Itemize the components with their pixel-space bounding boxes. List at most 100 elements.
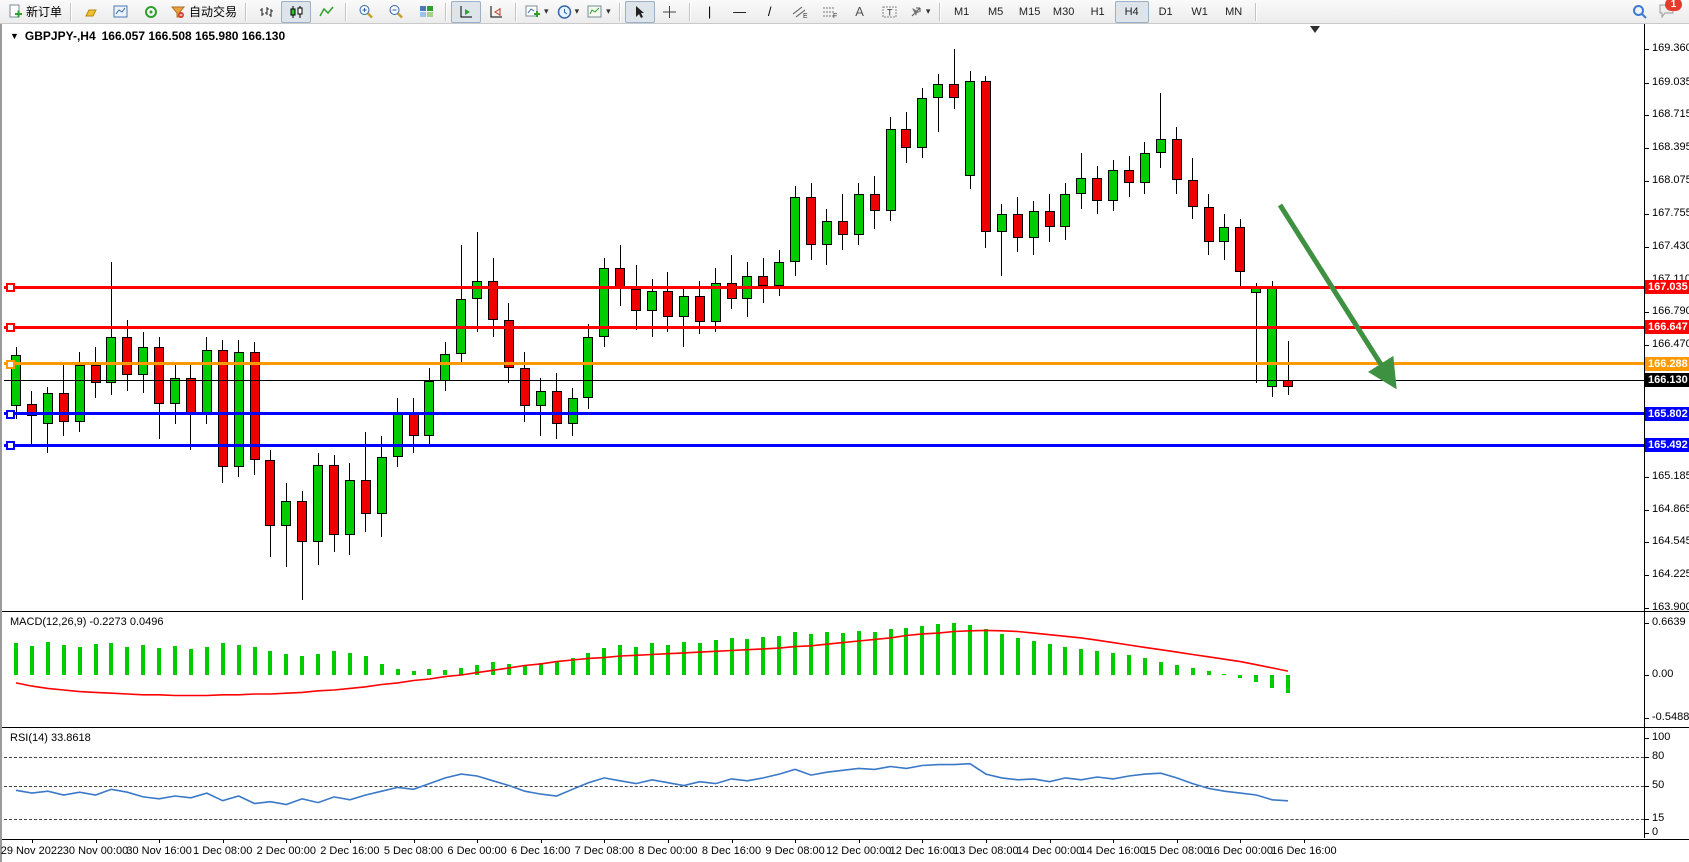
ohlc-values: 166.057 166.508 165.980 166.130: [101, 29, 286, 43]
templates-button[interactable]: ▾: [583, 1, 615, 23]
macd-pane[interactable]: MACD(12,26,9) -0.2273 0.0496: [4, 612, 1644, 726]
horizontal-level-line[interactable]: [4, 285, 1644, 289]
toolbar-divider: [938, 2, 941, 21]
candle-body: [1028, 211, 1039, 238]
price-tick-label: 169.360: [1652, 42, 1689, 55]
horizontal-level-line[interactable]: [4, 325, 1644, 329]
horizontal-level-line[interactable]: [4, 379, 1644, 381]
macd-tick-label: 0.6639: [1652, 615, 1686, 628]
price-level-tag: 167.035: [1645, 280, 1689, 295]
zoom-out-button[interactable]: [381, 1, 411, 23]
text-label-button[interactable]: T: [875, 1, 905, 23]
line-anchor-handle[interactable]: [6, 359, 15, 369]
vertical-line-button[interactable]: |: [695, 1, 725, 23]
date-label: 2 Dec 00:00: [256, 845, 316, 857]
timeframe-button-m15[interactable]: M15: [1013, 1, 1047, 23]
new-order-button[interactable]: 新订单: [4, 1, 66, 23]
price-tick-label: 165.185: [1652, 469, 1689, 482]
chart-shift-button[interactable]: [481, 1, 511, 23]
candle-body: [329, 464, 339, 535]
trendline-button[interactable]: /: [755, 1, 785, 23]
search-icon[interactable]: [1632, 4, 1648, 20]
auto-scroll-button[interactable]: [451, 0, 482, 23]
fibonacci-button[interactable]: F: [815, 1, 845, 23]
chart-shift-marker[interactable]: [1310, 26, 1320, 33]
pane-separator[interactable]: [2, 611, 1689, 612]
price-tick-label: 166.470: [1652, 338, 1689, 351]
price-tick-label: 163.900: [1652, 601, 1689, 614]
line-anchor-handle[interactable]: [6, 283, 15, 293]
equidistant-channel-button[interactable]: E: [785, 1, 815, 23]
signal-button[interactable]: [136, 1, 166, 23]
macd-histogram-bar: [968, 625, 972, 675]
date-label: 9 Dec 08:00: [765, 845, 825, 857]
line-anchor-handle[interactable]: [6, 409, 15, 419]
candle-wick: [1160, 93, 1162, 169]
line-chart-button[interactable]: [311, 1, 341, 23]
timeframe-button-d1[interactable]: D1: [1149, 1, 1183, 23]
profiles-button[interactable]: ▾: [553, 1, 584, 23]
candle-body: [1283, 380, 1293, 388]
collapse-triangle-icon[interactable]: ▼: [10, 31, 19, 41]
crosshair-button[interactable]: [655, 1, 685, 23]
macd-signal-line: [15, 629, 1289, 697]
pane-separator[interactable]: [2, 727, 1689, 728]
horizontal-level-line[interactable]: [4, 443, 1644, 447]
trendline-icon: /: [767, 4, 772, 19]
timeframe-button-m30[interactable]: M30: [1047, 1, 1081, 23]
candle-body: [726, 282, 737, 300]
candle-body: [1044, 211, 1055, 228]
trend-arrow[interactable]: [4, 24, 1644, 610]
rsi-level-line: [4, 785, 1644, 787]
time-axis[interactable]: 29 Nov 2022 30 Nov 00:00 30 Nov 16:00 1 Dec…: [0, 840, 1644, 860]
new-chart-button[interactable]: ▾: [521, 1, 553, 23]
horizontal-level-line[interactable]: [4, 412, 1644, 416]
chart-title: ▼ GBPJPY-,H4 166.057 166.508 165.980 166…: [10, 29, 285, 43]
axis-tick: [1645, 345, 1649, 347]
candle-body: [1171, 139, 1182, 181]
candle-body: [774, 262, 785, 286]
bar-chart-button[interactable]: [251, 1, 281, 23]
chart-window[interactable]: ▼ GBPJPY-,H4 166.057 166.508 165.980 166…: [0, 24, 1689, 862]
market-watch-button[interactable]: [76, 1, 106, 23]
timeframe-button-m5[interactable]: M5: [979, 1, 1013, 23]
horizontal-line-icon: —: [733, 4, 747, 19]
price-axis[interactable]: 167.035 166.647 166.288 166.130 165.802 165.4…: [1645, 24, 1689, 614]
macd-histogram-bar: [1031, 641, 1036, 675]
macd-histogram-bar: [45, 641, 50, 675]
arrows-button[interactable]: ▾: [905, 1, 935, 23]
dropdown-caret-icon: ▾: [544, 6, 549, 16]
text-button[interactable]: A: [845, 1, 875, 23]
date-label: 29 Nov 2022: [0, 845, 64, 857]
timeframe-button-h4[interactable]: H4: [1114, 0, 1149, 23]
zoom-in-button[interactable]: [351, 1, 381, 23]
rsi-pane[interactable]: RSI(14) 33.8618: [4, 728, 1644, 838]
line-anchor-handle[interactable]: [6, 323, 15, 333]
candlestick-chart-button[interactable]: [281, 0, 312, 23]
candle-body: [949, 84, 960, 99]
candle-body: [360, 480, 371, 515]
horizontal-level-line[interactable]: [4, 362, 1644, 366]
timeframe-label: MN: [1225, 5, 1243, 18]
cursor-button[interactable]: [624, 0, 655, 23]
timeframe-button-h1[interactable]: H1: [1081, 1, 1115, 23]
horizontal-line-button[interactable]: —: [725, 1, 755, 23]
toolbar-divider: [345, 2, 348, 21]
chart-window-button[interactable]: [106, 1, 136, 23]
new-chart-icon: [525, 5, 541, 17]
candle-body: [583, 336, 594, 399]
timeframe-button-m1[interactable]: M1: [945, 1, 979, 23]
autotrade-button[interactable]: 自动交易: [166, 1, 241, 23]
candle-body: [853, 193, 864, 235]
axis-tick: [1645, 785, 1649, 787]
macd-histogram-bar: [1111, 652, 1116, 675]
notifications-button[interactable]: 1: [1658, 0, 1682, 21]
tile-windows-button[interactable]: [411, 1, 441, 23]
candle-body: [1092, 178, 1103, 201]
macd-histogram-bar: [713, 640, 718, 675]
timeframe-button-mn[interactable]: MN: [1217, 1, 1251, 23]
price-pane[interactable]: [4, 24, 1644, 610]
timeframe-button-w1[interactable]: W1: [1183, 1, 1217, 23]
date-label: 16 Dec 16:00: [1271, 845, 1337, 857]
line-anchor-handle[interactable]: [6, 441, 15, 451]
